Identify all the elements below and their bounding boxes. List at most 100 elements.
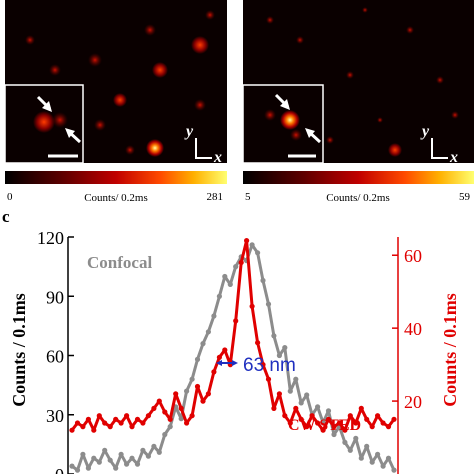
data-point	[336, 420, 342, 426]
data-point	[227, 281, 233, 287]
data-point	[178, 405, 184, 411]
data-point	[358, 455, 364, 461]
data-point	[129, 424, 135, 430]
data-point	[151, 443, 157, 449]
data-point	[167, 424, 173, 430]
data-point	[353, 420, 359, 426]
data-point	[124, 413, 130, 419]
arrow-icon	[274, 93, 290, 110]
data-point	[320, 420, 326, 426]
data-point	[380, 463, 386, 469]
data-point	[194, 383, 201, 390]
right-tick-label: 60	[404, 246, 422, 266]
data-point	[162, 431, 168, 438]
data-point	[369, 459, 375, 465]
data-point	[205, 391, 211, 397]
data-point	[80, 451, 86, 457]
left-inset	[4, 84, 84, 164]
data-point	[260, 277, 266, 284]
left-colorbar: 0 Counts/ 0.2ms 281	[5, 171, 227, 204]
right-tick-label: 20	[404, 392, 422, 412]
data-point	[85, 416, 91, 422]
data-point	[134, 416, 141, 422]
data-point	[375, 451, 381, 457]
data-point	[233, 318, 239, 324]
data-point	[184, 388, 190, 394]
right-image-spots	[266, 7, 459, 157]
data-point	[233, 264, 239, 270]
left-axis-y: y	[184, 123, 194, 140]
data-point	[331, 424, 337, 430]
left-colorbar-min: 0	[7, 191, 13, 203]
data-point	[364, 443, 370, 449]
data-point	[162, 409, 168, 415]
data-point	[216, 354, 222, 360]
left-tick-label: 60	[46, 347, 64, 367]
left-tick-label: 30	[46, 406, 64, 426]
data-point	[118, 451, 124, 457]
series-cw-sted	[69, 238, 397, 433]
data-point	[156, 449, 162, 455]
data-point	[124, 461, 130, 467]
data-point	[385, 455, 392, 461]
data-point	[200, 398, 206, 404]
arrow-icon	[305, 128, 322, 144]
data-point	[369, 424, 375, 430]
data-point	[91, 455, 97, 461]
line-chart: 0 30 60 90 120 20 40 60	[37, 228, 422, 474]
data-point	[69, 463, 75, 469]
data-point	[140, 420, 146, 426]
right-axis-y: y	[420, 123, 430, 140]
data-point	[211, 369, 217, 375]
data-point	[96, 459, 102, 465]
data-point	[298, 416, 304, 422]
data-point	[173, 391, 179, 397]
data-point	[102, 420, 108, 426]
data-point	[107, 457, 113, 463]
data-point	[298, 400, 304, 406]
data-point	[184, 420, 190, 426]
data-point	[304, 424, 310, 430]
data-point	[315, 420, 321, 426]
data-point	[282, 345, 288, 351]
axis-icon: y x	[420, 123, 458, 166]
data-point	[238, 259, 244, 266]
data-point	[222, 347, 228, 353]
axis-icon: y x	[184, 123, 222, 166]
data-point	[113, 416, 119, 422]
data-point	[80, 424, 86, 430]
right-inset	[242, 84, 324, 164]
data-point	[304, 392, 310, 398]
data-point	[347, 447, 353, 453]
data-point	[107, 424, 113, 430]
data-point	[145, 453, 151, 459]
data-point	[255, 340, 261, 346]
data-point	[364, 416, 370, 422]
data-point	[222, 273, 228, 280]
right-tick-label: 40	[404, 319, 422, 339]
data-point	[293, 376, 299, 382]
left-axis-x: x	[213, 149, 222, 166]
right-colorbar-max: 59	[459, 191, 471, 203]
data-point	[375, 413, 381, 419]
data-point	[194, 356, 201, 362]
legend-sted: CW STED	[288, 417, 361, 434]
left-image-panel: y x	[4, 0, 227, 166]
data-point	[216, 293, 222, 299]
data-point	[325, 408, 332, 414]
data-point	[287, 420, 293, 426]
arrow-icon	[36, 95, 52, 112]
panel-label-c: c	[2, 207, 10, 226]
data-point	[385, 424, 392, 430]
data-point	[178, 416, 184, 422]
data-point	[118, 420, 124, 426]
series-confocal	[69, 242, 397, 473]
data-point	[342, 439, 348, 445]
data-point	[151, 405, 157, 411]
data-point	[205, 329, 211, 335]
data-point	[320, 427, 326, 433]
left-tick-label: 90	[46, 287, 64, 307]
data-point	[309, 413, 315, 419]
right-image-panel: y x	[242, 0, 474, 166]
